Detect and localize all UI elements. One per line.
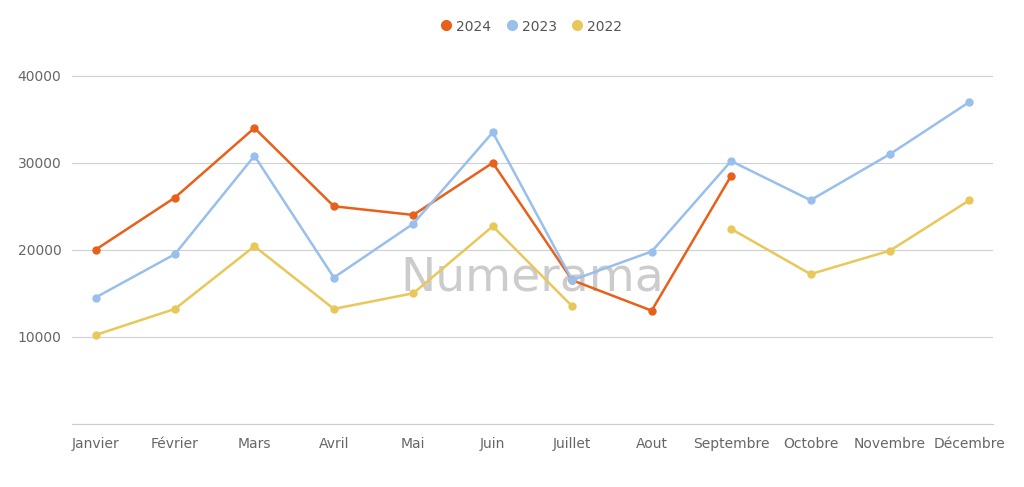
2023 <box>964 99 976 105</box>
2024 <box>89 247 101 253</box>
2023 <box>328 275 340 281</box>
2023 <box>805 197 817 203</box>
2023 <box>408 221 420 226</box>
2022 <box>89 332 101 338</box>
2023 <box>89 295 101 300</box>
Text: Numerama: Numerama <box>400 255 665 300</box>
Legend: 2024, 2023, 2022: 2024, 2023, 2022 <box>437 14 628 39</box>
2024 <box>248 125 260 131</box>
2023 <box>486 130 499 135</box>
2024 <box>408 212 420 218</box>
Line: 2022: 2022 <box>92 223 575 338</box>
Line: 2024: 2024 <box>92 125 734 314</box>
2024 <box>645 308 657 314</box>
2023 <box>566 277 579 283</box>
2024 <box>725 173 737 179</box>
2022 <box>328 306 340 312</box>
2023 <box>645 248 657 254</box>
2024 <box>328 204 340 209</box>
2022 <box>248 244 260 249</box>
2023 <box>725 158 737 164</box>
2022 <box>486 224 499 229</box>
2023 <box>169 251 181 257</box>
2024 <box>169 195 181 201</box>
Line: 2023: 2023 <box>92 98 973 301</box>
2022 <box>566 303 579 309</box>
2022 <box>169 306 181 312</box>
2023 <box>248 153 260 159</box>
2024 <box>566 277 579 283</box>
2022 <box>408 290 420 296</box>
2024 <box>486 160 499 166</box>
2023 <box>884 151 896 157</box>
